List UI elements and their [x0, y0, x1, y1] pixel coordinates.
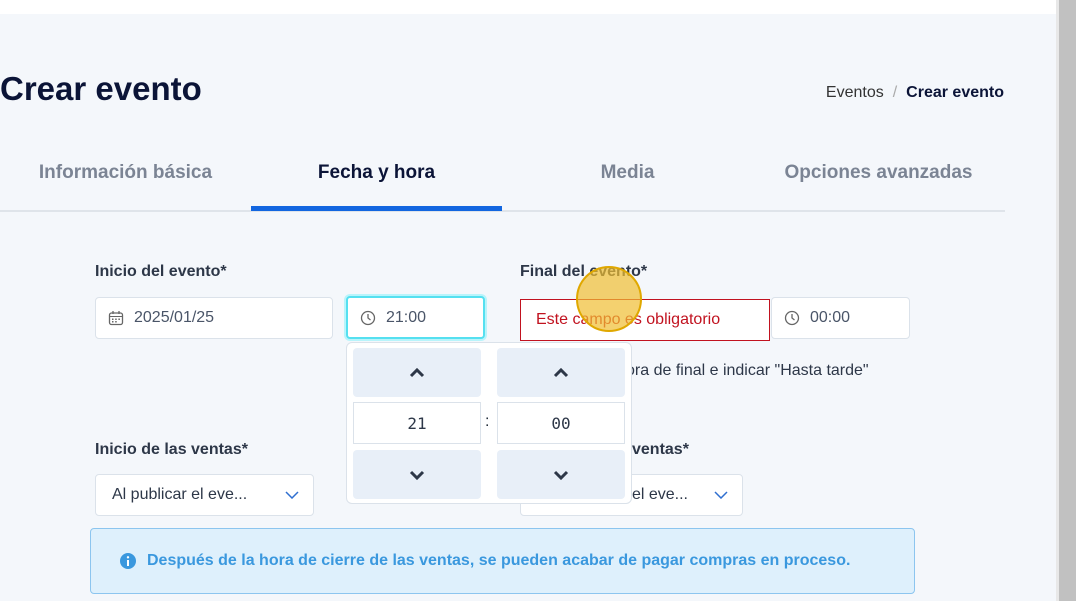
start-date-value: 2025/01/25: [134, 309, 215, 326]
calendar-icon: [108, 311, 124, 326]
minute-value[interactable]: 00: [497, 402, 625, 444]
top-bar: [0, 0, 1056, 14]
breadcrumb-separator: /: [892, 84, 898, 101]
tab-fecha-y-hora[interactable]: Fecha y hora: [317, 162, 436, 183]
cursor-indicator: [576, 266, 642, 332]
end-date-error[interactable]: Este campo es obligatorio: [520, 299, 770, 341]
sales-start-label: Inicio de las ventas*: [95, 441, 248, 458]
clock-icon: [784, 310, 800, 326]
alert-text: Después de la hora de cierre de las vent…: [147, 552, 851, 569]
chevron-up-icon: [553, 367, 569, 377]
hour-value[interactable]: 21: [353, 402, 481, 444]
start-label: Inicio del evento*: [95, 263, 227, 280]
start-time-input[interactable]: 21:00: [346, 296, 485, 339]
sales-start-select[interactable]: Al publicar el eve...: [95, 474, 314, 516]
page-title: Crear evento: [0, 70, 202, 107]
chevron-down-icon: [553, 470, 569, 480]
hour-decrement-button[interactable]: [353, 450, 481, 499]
tab-opciones-avanzadas[interactable]: Opciones avanzadas: [784, 162, 973, 183]
active-tab-indicator: [251, 206, 502, 211]
scrollbar[interactable]: [1056, 0, 1076, 601]
start-date-input[interactable]: 2025/01/25: [95, 297, 333, 339]
breadcrumb-current: Crear evento: [906, 84, 1004, 101]
chevron-down-icon: [285, 491, 299, 499]
breadcrumb-parent[interactable]: Eventos: [825, 84, 884, 101]
sales-end-label: ventas*: [632, 441, 689, 458]
minute-increment-button[interactable]: [497, 348, 625, 397]
info-alert: Después de la hora de cierre de las vent…: [90, 528, 915, 594]
hour-increment-button[interactable]: [353, 348, 481, 397]
end-time-input[interactable]: 00:00: [771, 297, 910, 339]
sales-end-value: el eve...: [631, 486, 688, 503]
start-time-value: 21:00: [386, 308, 427, 326]
time-picker-popup: 21 : 00: [346, 342, 632, 504]
sales-start-value: Al publicar el eve...: [112, 486, 248, 503]
tab-media[interactable]: Media: [600, 162, 655, 183]
time-separator: :: [485, 413, 490, 430]
chevron-down-icon: [409, 470, 425, 480]
chevron-up-icon: [409, 367, 425, 377]
clock-icon: [360, 310, 376, 325]
chevron-down-icon: [714, 491, 728, 499]
scrollbar-thumb[interactable]: [1059, 0, 1076, 601]
tab-bar: Información básica Fecha y hora Media Op…: [0, 150, 1005, 212]
breadcrumb: Eventos / Crear evento: [826, 84, 1004, 102]
tab-informacion-basica[interactable]: Información básica: [38, 162, 213, 183]
end-time-value: 00:00: [810, 309, 851, 326]
info-icon: [120, 553, 136, 569]
minute-decrement-button[interactable]: [497, 450, 625, 499]
no-end-time-option-label[interactable]: ora de final e indicar "Hasta tarde": [626, 362, 869, 379]
